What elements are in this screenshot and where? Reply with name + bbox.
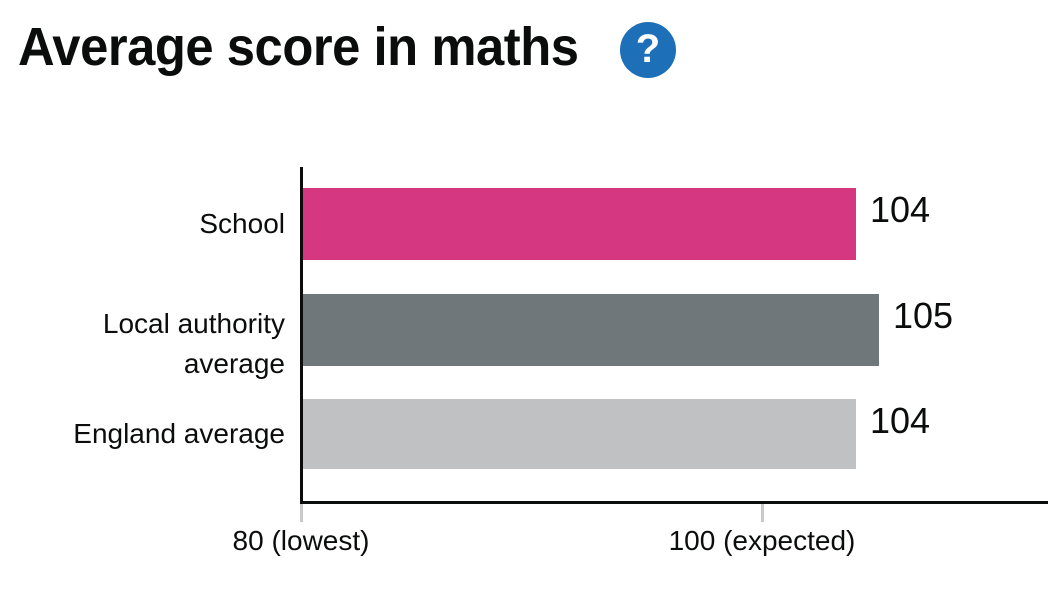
value-label: 104	[870, 400, 931, 441]
x-axis-tick	[300, 504, 303, 522]
bar	[303, 294, 879, 366]
value-label: 105	[893, 295, 954, 336]
question-mark-glyph: ?	[635, 26, 661, 71]
x-axis-tick	[761, 504, 764, 522]
bar	[303, 188, 856, 260]
category-label: England average	[73, 418, 285, 449]
category-label: Local authority average	[102, 308, 285, 379]
value-label: 104	[870, 189, 931, 230]
help-icon[interactable]: ?	[620, 22, 676, 78]
x-axis-tick-label: 80 (lowest)	[232, 525, 370, 556]
y-axis-line	[300, 167, 303, 504]
x-axis-line	[300, 501, 1048, 504]
page-title: Average score in maths	[18, 17, 579, 77]
x-axis-tick-label: 100 (expected)	[668, 525, 856, 556]
category-label: School	[199, 208, 285, 239]
bar	[303, 399, 856, 469]
